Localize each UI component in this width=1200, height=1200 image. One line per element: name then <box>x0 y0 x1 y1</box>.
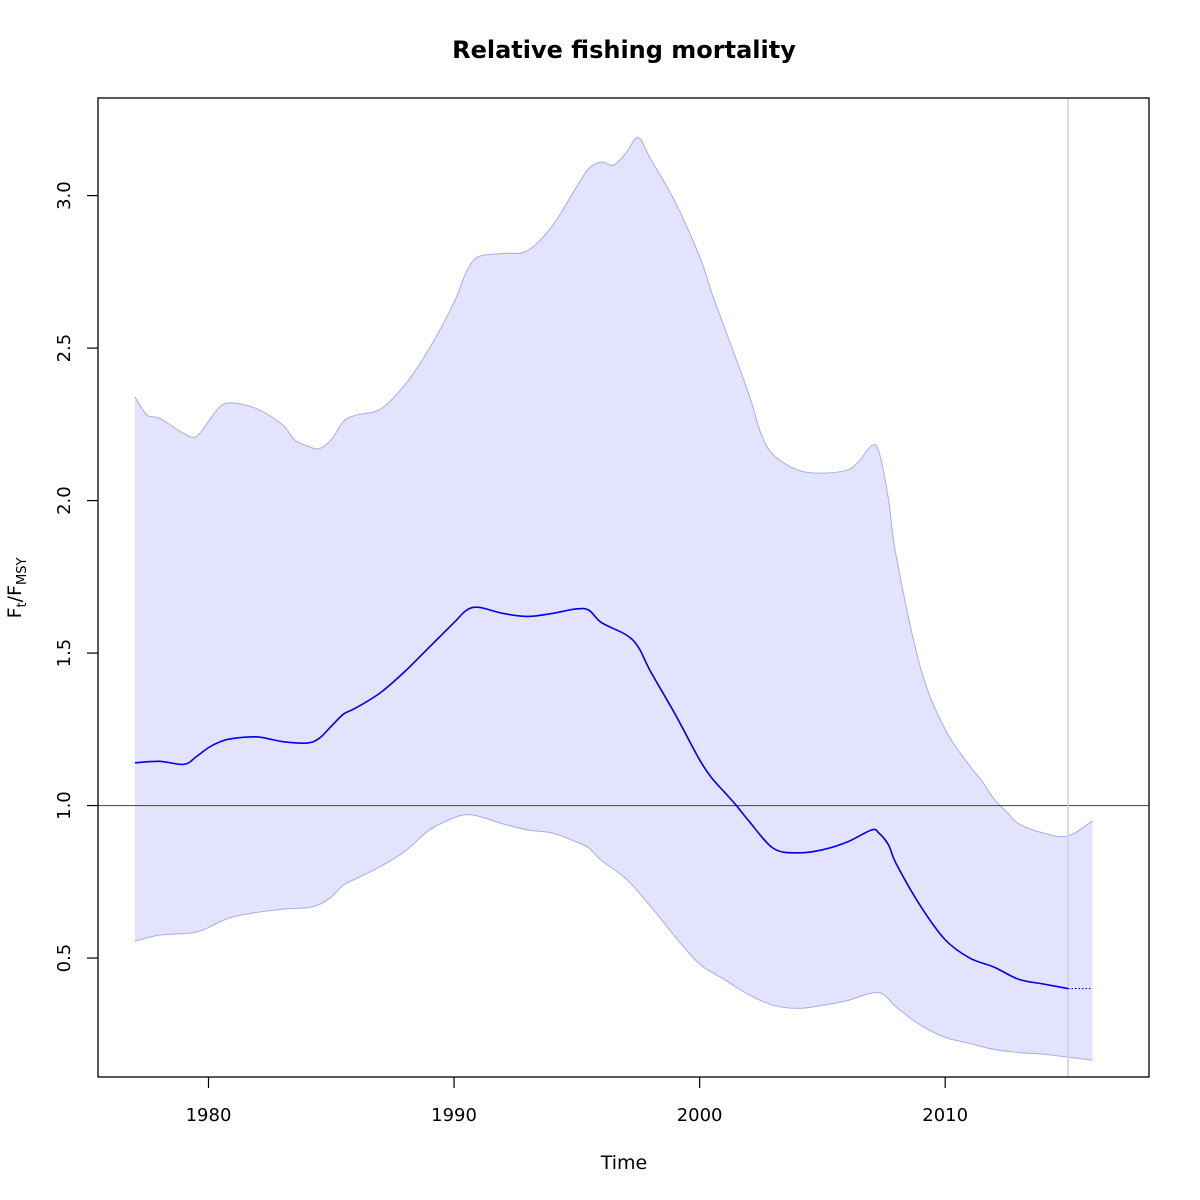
plot-frame <box>97 97 1150 1078</box>
chart-title: Relative fishing mortality <box>452 36 796 64</box>
y-axis-title-sep: /F <box>4 585 26 602</box>
y-tick-label: 2.5 <box>54 334 75 363</box>
y-axis-title: Ft/FMSY <box>4 558 30 619</box>
y-tick-label: 3.0 <box>54 181 75 210</box>
y-tick-label: 0.5 <box>54 944 75 973</box>
confidence-band <box>134 137 1093 1061</box>
x-tick-label: 2000 <box>677 1105 723 1126</box>
y-tick-label: 1.5 <box>54 639 75 668</box>
x-axis-title: Time <box>600 1152 648 1174</box>
y-axis-title-sub2: MSY <box>15 558 30 585</box>
y-axis-title-main: F <box>4 607 26 618</box>
y-tick-label: 2.0 <box>54 486 75 515</box>
confidence-band-upper-edge <box>134 137 1093 838</box>
y-tick-label: 1.0 <box>54 791 75 820</box>
y-axis-title-sub1: t <box>15 602 30 607</box>
y-axis: 0.5 1.0 1.5 2.0 2.5 3.0 <box>54 181 98 972</box>
x-axis: 1980 1990 2000 2010 <box>186 1077 968 1126</box>
estimate-line <box>134 606 1069 990</box>
x-tick-label: 1980 <box>186 1105 232 1126</box>
plot-area <box>98 98 1149 1077</box>
x-tick-label: 2010 <box>922 1105 968 1126</box>
x-tick-label: 1990 <box>431 1105 477 1126</box>
confidence-band-lower-edge <box>134 814 1093 1061</box>
